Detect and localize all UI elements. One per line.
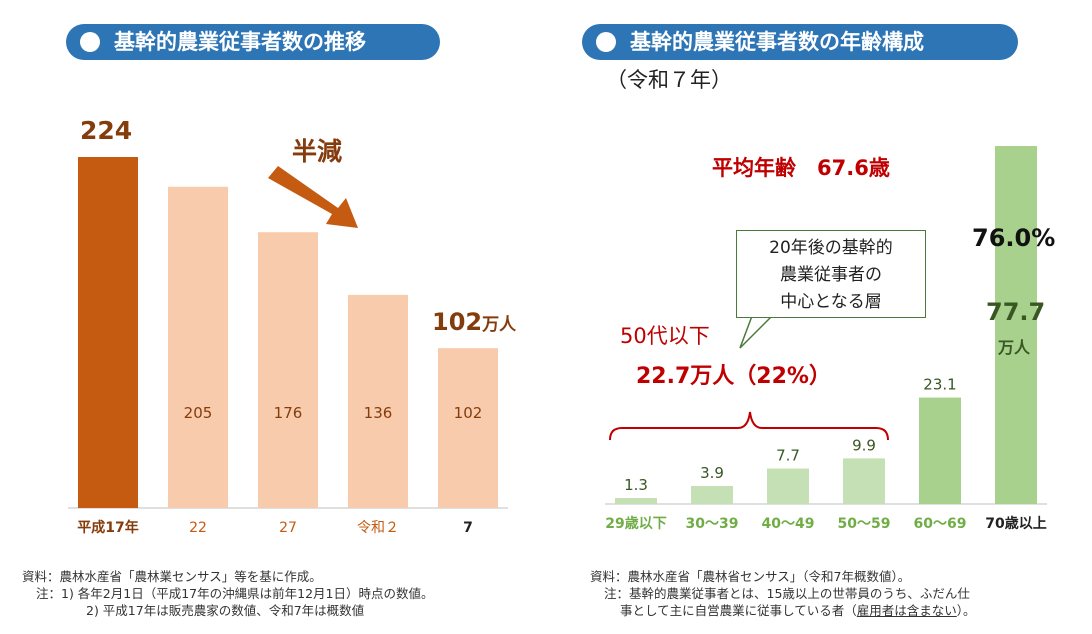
bar	[767, 468, 809, 504]
category-label: 平成17年	[77, 519, 138, 536]
data-label: 3.9	[700, 464, 724, 482]
data-label: 102	[454, 404, 483, 422]
left-title-text: 基幹的農業従事者数の推移	[114, 30, 366, 54]
right-chart: 1.3 29歳以下 3.9 30～39 7.7 40～49 9.9 50～59 23.1 60～6…	[605, 146, 1047, 532]
category-label: 70歳以上	[985, 515, 1046, 532]
bar	[843, 458, 885, 504]
note-line: 注：1) 各年2月1日（平成17年の沖縄県は前年12月1日）時点の数値。	[36, 586, 434, 601]
data-label: 205	[184, 404, 213, 422]
callout-bubble: 20年後の基幹的 農業従事者の 中心となる層	[736, 230, 926, 318]
bar	[438, 348, 498, 508]
bar	[78, 157, 138, 508]
decrease-arrow-icon	[268, 166, 358, 228]
bar	[615, 498, 657, 504]
end-unit: 万人	[482, 315, 517, 335]
note-line: 注：基幹的農業従事者とは、15歳以上の世帯員のうち、ふだん仕	[604, 586, 970, 601]
end-value: 102	[432, 308, 483, 336]
data-label: 136	[364, 404, 393, 422]
note-line: 事として主に自営農業に従事している者（	[620, 603, 857, 618]
note-line: 資料：農林水産省「農林業センサス」等を基に作成。	[22, 569, 322, 584]
category-label: 7	[463, 520, 473, 536]
note-line: 2) 平成17年は販売農家の数値、令和7年は概数値	[86, 603, 365, 618]
right-title: 基幹的農業従事者数の年齢構成	[582, 24, 1018, 60]
bar	[691, 486, 733, 504]
over70-unit: 万人	[998, 338, 1031, 357]
note-line: 資料：農林水産省「農林省センサス」（令和7年概数値）。	[590, 569, 911, 584]
category-label: 22	[189, 520, 207, 536]
bubble-line: 中心となる層	[780, 292, 882, 312]
data-label: 9.9	[852, 436, 876, 454]
under50-value: 22.7万人（22%）	[636, 364, 831, 389]
data-label: 176	[274, 404, 303, 422]
right-notes: 資料：農林水産省「農林省センサス」（令和7年概数値）。 注：基幹的農業従事者とは…	[590, 568, 976, 619]
under50-label: 50代以下	[620, 324, 710, 348]
note-underlined: 雇用者は含まない	[856, 603, 957, 618]
data-label: 1.3	[624, 476, 648, 494]
category-label: 40～49	[762, 516, 815, 532]
left-title: 基幹的農業従事者数の推移	[66, 24, 440, 60]
over70-pct: 76.0%	[972, 224, 1056, 252]
bullet-icon	[80, 32, 100, 52]
category-label: 30～39	[686, 516, 739, 532]
category-label: 27	[279, 520, 297, 536]
end-value-label: 102万人	[432, 308, 516, 336]
bar	[258, 232, 318, 508]
bar	[168, 186, 228, 508]
data-label: 23.1	[923, 376, 956, 394]
bubble-line: 農業従事者の	[780, 265, 882, 285]
category-label: 50～59	[838, 516, 891, 532]
bubble-line: 20年後の基幹的	[769, 238, 893, 258]
bar	[995, 146, 1037, 504]
bar	[348, 294, 408, 508]
note-line: ）。	[956, 603, 976, 618]
average-age: 平均年齢 67.6歳	[712, 156, 890, 180]
data-label: 7.7	[776, 447, 800, 465]
left-chart: 平成17年 205 22 176 27 136 令和２ 102 7	[68, 157, 508, 536]
top-value-label: 224	[80, 116, 133, 145]
under50-brace	[609, 411, 889, 441]
bullet-icon	[596, 32, 616, 52]
category-label: 令和２	[357, 520, 399, 536]
bubble-pointer	[739, 315, 774, 349]
over70-value: 77.7	[986, 298, 1046, 326]
category-label: 60～69	[914, 516, 967, 532]
bar	[919, 397, 961, 504]
left-notes: 資料：農林水産省「農林業センサス」等を基に作成。 注：1) 各年2月1日（平成1…	[22, 568, 433, 619]
right-subtitle: （令和７年）	[606, 68, 732, 92]
category-label: 29歳以下	[605, 515, 666, 532]
reduction-label: 半減	[292, 137, 343, 166]
right-title-text: 基幹的農業従事者数の年齢構成	[630, 30, 924, 54]
